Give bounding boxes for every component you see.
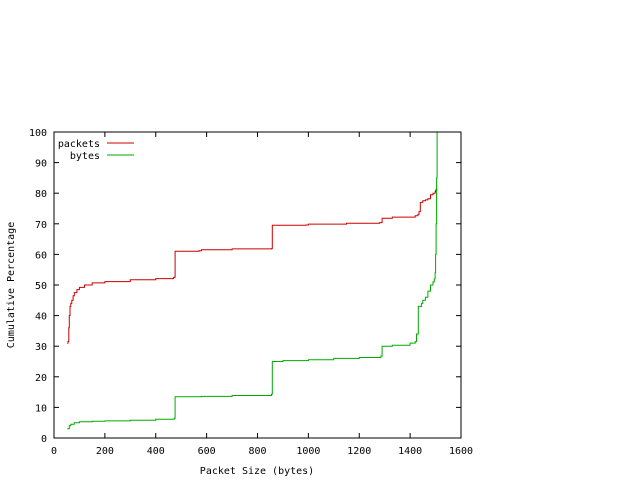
y-tick-label: 70: [35, 220, 47, 231]
legend-label-packets: packets: [58, 139, 100, 150]
axis-layer: 0 200 400 600 800 1000 1200 1400 1600 0 10 20 30 40 50…: [29, 128, 473, 457]
y-tick-label: 40: [35, 312, 47, 323]
y-tick-label: 20: [35, 373, 47, 384]
x-tick-label: 400: [147, 446, 165, 457]
x-tick-label: 200: [96, 446, 114, 457]
x-axis-label: Packet Size (bytes): [200, 466, 314, 477]
y-tick-label: 0: [41, 434, 47, 445]
y-tick-label: 90: [35, 159, 47, 170]
y-tick-label: 50: [35, 281, 47, 292]
x-tick-label: 600: [198, 446, 216, 457]
series-line-packets: [67, 187, 438, 344]
x-tick-label: 1600: [449, 446, 473, 457]
x-tick-label: 1200: [347, 446, 371, 457]
x-tick-label: 800: [248, 446, 266, 457]
series-layer: [67, 132, 438, 430]
y-axis-label: Cumulative Percentage: [6, 222, 17, 348]
y-tick-label: 30: [35, 342, 47, 353]
y-tick-label: 80: [35, 189, 47, 200]
y-tick-label: 10: [35, 403, 47, 414]
y-tick-label: 60: [35, 250, 47, 261]
x-tick-label: 0: [51, 446, 57, 457]
x-tick-label: 1000: [296, 446, 320, 457]
y-tick-label: 100: [29, 128, 47, 139]
legend-label-bytes: bytes: [70, 151, 100, 162]
plot-border: [53, 131, 462, 439]
x-tick-label: 1400: [398, 446, 422, 457]
series-line-bytes: [67, 132, 438, 430]
